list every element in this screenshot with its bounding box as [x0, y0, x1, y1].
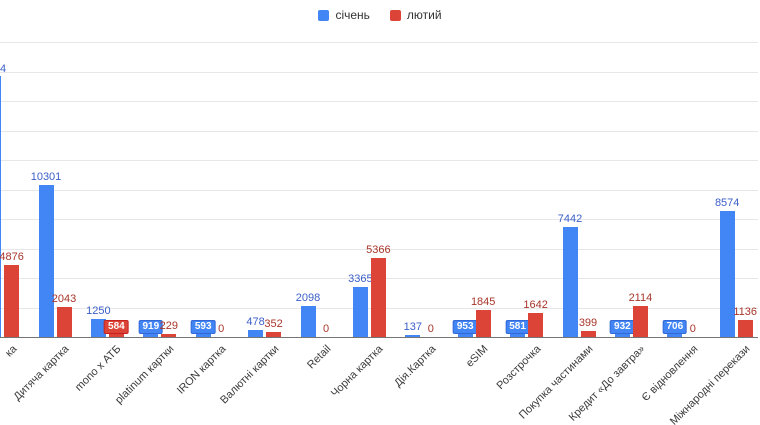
bar-value-label: 0 [322, 323, 330, 335]
bar-лютий-2[interactable] [56, 306, 72, 337]
bar-лютий-4[interactable] [161, 333, 177, 337]
bar-лютий-11[interactable] [528, 312, 544, 337]
bar-value-label: 1642 [523, 298, 548, 311]
bar-value-label: 478 [246, 315, 265, 328]
bar-value-chip: 593 [190, 320, 216, 334]
x-axis-line [0, 337, 758, 338]
gridline [0, 160, 758, 161]
bar-січень-2[interactable] [38, 185, 54, 337]
bar-січень-8[interactable] [352, 287, 368, 337]
legend: січень лютий [0, 8, 760, 22]
bar-value-label: 0 [427, 323, 434, 335]
bar-value-label: 2098 [295, 292, 321, 305]
bar-січень-9[interactable] [405, 334, 421, 337]
gridline [0, 248, 758, 250]
gridline [0, 42, 758, 43]
bar-value-label: 10301 [30, 171, 62, 184]
bar-value-label: 2114 [628, 291, 653, 304]
bar-лютий-10[interactable] [475, 309, 491, 337]
bar-value-chip: 706 [662, 320, 688, 334]
legend-swatch-sichen-icon [318, 9, 330, 21]
bar-січень-1[interactable] [0, 75, 2, 337]
bar-січень-3[interactable] [90, 318, 106, 337]
legend-label-liutyi: лютий [406, 8, 442, 22]
bar-value-label: 5366 [366, 243, 391, 256]
bar-лютий-15[interactable] [737, 320, 753, 337]
bar-лютий-6[interactable] [266, 331, 282, 337]
bar-value-chip: 953 [452, 320, 478, 334]
legend-item-liutyi[interactable]: лютий [389, 8, 442, 22]
bar-value-label: 1845 [470, 295, 496, 308]
legend-swatch-liutyi-icon [389, 9, 401, 21]
bar-value-label: 7442 [557, 213, 583, 226]
bar-value-label: 4876 [0, 251, 24, 264]
bar-value-label: 229 [159, 319, 178, 332]
bar-лютий-13[interactable] [632, 305, 648, 337]
gridline [0, 189, 758, 191]
bar-value-label: 2043 [51, 292, 77, 305]
bar-січень-6[interactable] [248, 329, 264, 337]
bar-value-label: 3365 [348, 273, 373, 286]
gridline [0, 219, 758, 220]
bar-січень-15[interactable] [719, 210, 735, 337]
bar-лютий-12[interactable] [580, 331, 596, 337]
bar-лютий-1[interactable] [4, 265, 20, 337]
bar-value-chip: 581 [505, 320, 530, 334]
bar-січень-12[interactable] [562, 227, 578, 337]
bar-value-label: 1250 [86, 304, 111, 317]
bar-value-label: 352 [264, 317, 283, 330]
gridline [0, 130, 758, 132]
gridline [0, 71, 758, 73]
gridline [0, 101, 758, 102]
bar-value-label: 4 [0, 62, 7, 75]
bar-value-chip: 584 [104, 320, 129, 334]
legend-item-sichen[interactable]: січень [318, 8, 370, 22]
bar-січень-7[interactable] [300, 306, 316, 337]
bar-value-chip: 932 [610, 320, 635, 334]
bar-value-label: 8574 [714, 196, 740, 209]
bar-value-label: 1136 [733, 306, 758, 319]
legend-label-sichen: січень [335, 8, 370, 22]
bar-value-label: 0 [218, 323, 225, 335]
bar-value-label: 399 [578, 317, 598, 330]
bar-value-label: 137 [403, 320, 422, 333]
bar-лютий-8[interactable] [370, 257, 386, 337]
bar-value-label: 0 [689, 323, 696, 335]
bar-value-chip: 919 [138, 320, 164, 334]
